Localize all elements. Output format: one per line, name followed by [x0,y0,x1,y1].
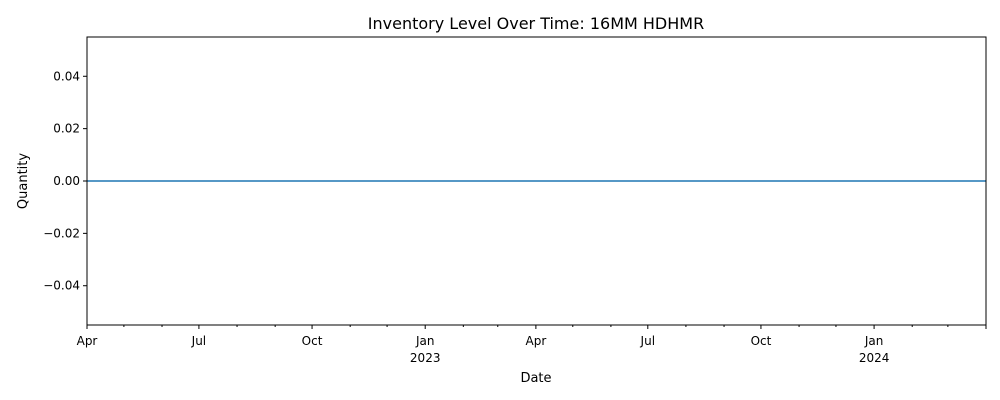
x-tick-label: Apr [526,334,547,348]
y-tick-label: 0.02 [53,122,80,136]
y-tick-label: −0.04 [43,279,80,293]
x-tick-label: Apr [77,334,98,348]
chart-title: Inventory Level Over Time: 16MM HDHMR [368,14,704,33]
x-tick-label: Jul [640,334,655,348]
x-tick-label: Jan [415,334,435,348]
x-tick-label: Jan [864,334,884,348]
y-axis: −0.04 −0.02 0.00 0.02 0.04 [43,69,87,293]
x-tick-year-label: 2024 [859,351,890,365]
y-tick-label: 0.04 [53,69,80,83]
x-tick-year-label: 2023 [410,351,441,365]
x-tick-label: Oct [751,334,772,348]
x-tick-label: Oct [302,334,323,348]
y-axis-label: Quantity [16,153,31,209]
x-tick-label: Jul [191,334,206,348]
y-tick-label: 0.00 [53,174,80,188]
y-tick-label: −0.02 [43,226,80,240]
x-axis-label: Date [520,371,551,386]
x-axis: Apr Jul Oct Jan 2023 Apr Jul Oct Jan 2024 [77,325,987,365]
